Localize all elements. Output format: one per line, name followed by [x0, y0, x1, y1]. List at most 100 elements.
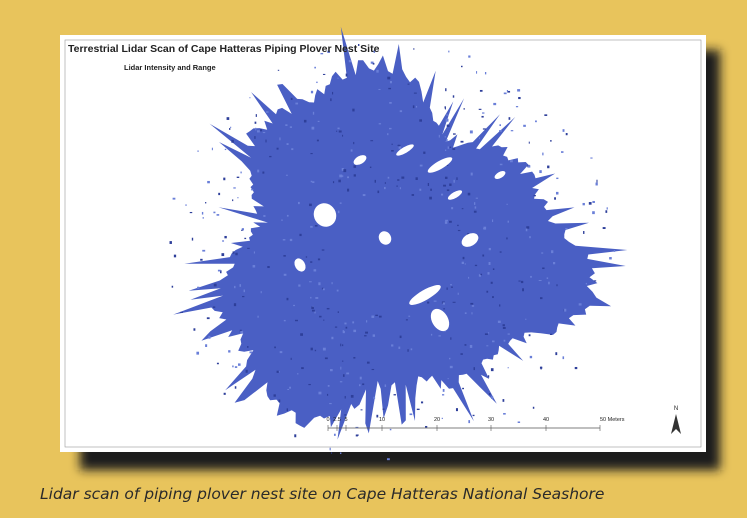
scale-label: 30 — [488, 417, 494, 423]
scan-speck — [453, 302, 456, 303]
scan-speck — [318, 392, 321, 395]
scan-speck — [297, 373, 298, 374]
scan-speck — [387, 133, 388, 135]
scan-speck — [487, 272, 489, 274]
scan-speck — [511, 130, 513, 131]
scan-speck — [240, 331, 243, 334]
scan-speck — [480, 274, 482, 275]
scan-speck — [295, 103, 298, 105]
scan-speck — [295, 320, 298, 321]
scan-speck — [530, 356, 532, 358]
scan-speck — [235, 253, 237, 256]
scan-speck — [425, 426, 427, 428]
scan-speck — [351, 395, 354, 398]
scan-speck — [345, 396, 346, 399]
scan-speck — [223, 178, 225, 181]
scan-speck — [257, 170, 259, 173]
scan-speck — [442, 394, 444, 395]
scan-speck — [416, 106, 417, 108]
scan-speck — [550, 140, 552, 141]
scan-speck — [291, 148, 293, 150]
scan-speck — [330, 448, 331, 451]
scan-speck — [447, 287, 448, 289]
scan-speck — [390, 429, 392, 430]
scan-speck — [207, 181, 210, 183]
scan-speck — [234, 303, 236, 306]
scan-speck — [172, 286, 173, 288]
scan-speck — [471, 173, 473, 176]
scan-speck — [468, 420, 470, 423]
scan-speck — [518, 421, 520, 423]
scan-speck — [257, 316, 258, 318]
scan-speck — [566, 133, 568, 135]
scan-speck — [310, 226, 313, 228]
scan-speck — [529, 142, 530, 144]
scan-speck — [510, 160, 513, 162]
scan-speck — [349, 60, 351, 62]
scan-speck — [392, 144, 393, 145]
scan-speck — [190, 212, 192, 213]
scan-speck — [406, 319, 408, 320]
scan-speck — [500, 251, 502, 252]
scan-speck — [233, 251, 235, 253]
scan-speck — [450, 284, 452, 285]
scan-speck — [468, 193, 471, 196]
scan-speck — [251, 189, 253, 190]
scan-speck — [590, 157, 592, 158]
scan-speck — [274, 347, 276, 349]
scan-speck — [463, 257, 465, 259]
scan-speck — [312, 127, 315, 130]
scale-label: 10 — [379, 417, 385, 423]
scan-speck — [337, 290, 339, 292]
scan-speck — [443, 185, 446, 187]
scan-speck — [300, 333, 303, 336]
scan-speck — [482, 112, 484, 113]
scan-speck — [170, 241, 172, 244]
scan-speck — [498, 321, 501, 323]
scan-speck — [224, 236, 226, 238]
scan-speck — [488, 375, 489, 377]
scan-speck — [470, 130, 473, 133]
scan-speck — [504, 93, 507, 95]
scan-speck — [503, 327, 506, 329]
scan-speck — [542, 153, 543, 156]
scan-speck — [551, 250, 553, 253]
scan-speck — [556, 284, 557, 286]
scan-speck — [340, 344, 341, 347]
scan-speck — [309, 204, 312, 206]
scan-speck — [453, 133, 456, 134]
scan-speck — [479, 109, 482, 110]
scan-speck — [333, 181, 334, 183]
scan-speck — [365, 332, 368, 334]
scan-speck — [334, 434, 336, 436]
north-label: N — [674, 406, 678, 412]
scan-speck — [192, 238, 193, 241]
scan-speck — [594, 280, 596, 281]
scan-speck — [535, 120, 537, 122]
scan-speck — [533, 407, 534, 409]
scan-speck — [410, 413, 413, 415]
scan-speck — [438, 335, 440, 336]
scan-speck — [473, 415, 475, 416]
scan-speck — [356, 434, 358, 435]
scan-speck — [508, 333, 510, 334]
scan-speck — [383, 408, 385, 409]
scan-speck — [338, 78, 339, 79]
scan-speck — [338, 180, 341, 183]
scan-speck — [363, 194, 366, 196]
scan-speck — [518, 281, 520, 282]
scan-speck — [481, 116, 483, 118]
scan-speck — [398, 145, 400, 146]
scan-speck — [317, 140, 319, 142]
scan-speck — [509, 117, 511, 120]
scan-speck — [205, 202, 206, 203]
scan-speck — [516, 106, 518, 107]
scan-speck — [377, 191, 379, 194]
scan-speck — [242, 296, 244, 297]
scan-speck — [427, 302, 429, 304]
scan-speck — [486, 291, 488, 293]
scan-speck — [385, 182, 386, 184]
scan-speck — [373, 334, 375, 336]
scan-speck — [255, 128, 256, 131]
scan-speck — [265, 140, 266, 143]
